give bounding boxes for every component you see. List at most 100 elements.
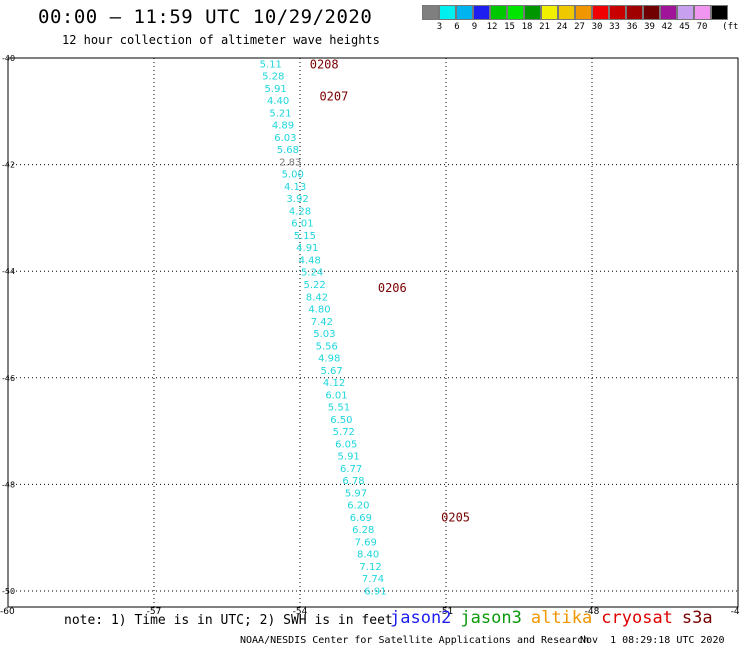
lon-tick-label: -48 [585, 607, 600, 617]
swh-value: 3.92 [286, 194, 308, 205]
swh-value: 4.13 [284, 182, 306, 193]
legend-swatch [558, 5, 575, 20]
lon-tick-label: -57 [147, 607, 162, 617]
legend-tick-label: 9 [471, 22, 478, 32]
swh-value: 6.03 [274, 133, 296, 144]
swh-value: 6.50 [330, 415, 352, 426]
swh-value: 5.00 [282, 170, 304, 181]
legend-swatch [422, 5, 439, 20]
generated-time: Nov 1 08:29:18 UTC 2020 [580, 635, 725, 646]
legend-tick-label: 3 [436, 22, 443, 32]
legend-tick-label: 30 [591, 22, 603, 32]
swh-value: 5.21 [269, 108, 291, 119]
mission-altika: altika [530, 608, 593, 628]
swh-value: 5.56 [316, 341, 338, 352]
swh-value: 6.20 [347, 501, 369, 512]
swh-value: 5.22 [303, 280, 325, 291]
swh-value: 4.91 [296, 243, 318, 254]
legend-swatch [473, 5, 490, 20]
legend-swatch [609, 5, 626, 20]
legend-swatch [694, 5, 711, 20]
credit-text: NOAA/NESDIS Center for Satellite Applica… [240, 635, 590, 646]
lat-tick-label: -40 [2, 54, 15, 63]
swh-value: 5.51 [328, 403, 350, 414]
swh-value: 5.97 [345, 488, 367, 499]
swh-value: 4.12 [323, 378, 345, 389]
footer-note: note: 1) Time is in UTC; 2) SWH is in fe… [64, 613, 393, 628]
swh-value: 2.83 [279, 157, 301, 168]
swh-value: 4.28 [289, 206, 311, 217]
swh-value: 8.42 [306, 292, 328, 303]
legend-tick-label: 70 [696, 22, 708, 32]
legend-swatch [660, 5, 677, 20]
swh-value: 5.03 [313, 329, 335, 340]
lat-tick-label: -46 [2, 374, 15, 383]
swh-value: 4.40 [267, 96, 289, 107]
swh-value: 5.68 [277, 145, 299, 156]
legend-swatch [507, 5, 524, 20]
map-title: 00:00 – 11:59 UTC 10/29/2020 [38, 6, 373, 28]
legend-tick-label: 15 [504, 22, 515, 32]
legend-swatch [456, 5, 473, 20]
swh-value: 5.72 [333, 427, 355, 438]
legend-tick-label: 24 [556, 22, 568, 32]
map-subtitle: 12 hour collection of altimeter wave hei… [62, 33, 380, 47]
legend-tick-label: 6 [454, 22, 460, 32]
time-label: 0208 [310, 57, 339, 71]
swh-value: 6.01 [325, 390, 347, 401]
legend-unit: (ft) [722, 22, 740, 32]
legend-tick-label: 42 [661, 22, 673, 32]
lon-tick-label: -45 [731, 607, 740, 617]
lat-tick-label: -44 [2, 267, 15, 276]
legend-swatch [524, 5, 541, 20]
lat-tick-label: -48 [2, 480, 15, 489]
swh-value: 5.24 [301, 268, 323, 279]
legend-swatch [439, 5, 456, 20]
swh-value: 7.12 [359, 562, 381, 573]
legend-swatch [643, 5, 660, 20]
legend-swatch [592, 5, 609, 20]
color-scale-legend [422, 5, 728, 20]
mission-legend: jason2 jason3 altika cryosat s3a [390, 608, 713, 628]
swh-value: 4.98 [318, 354, 340, 365]
swh-value: 5.11 [260, 59, 282, 70]
legend-tick-label: 21 [539, 22, 550, 32]
swh-value: 7.42 [311, 317, 333, 328]
legend-swatch [626, 5, 643, 20]
legend-tick-label: 12 [486, 22, 498, 32]
legend-tick-label: 18 [521, 22, 533, 32]
lat-tick-label: -42 [2, 161, 15, 170]
legend-tick-label: 27 [574, 22, 585, 32]
time-label: 0207 [319, 89, 348, 103]
mission-jason3: jason3 [460, 608, 522, 628]
lon-tick-label: -51 [439, 607, 454, 617]
legend-swatch [541, 5, 558, 20]
mission-cryosat: cryosat [601, 608, 673, 628]
swh-value: 7.69 [355, 537, 377, 548]
swh-value: 6.91 [364, 586, 386, 597]
mission-s3a: s3a [681, 608, 713, 628]
legend-swatch [677, 5, 694, 20]
lat-tick-label: -50 [2, 587, 15, 596]
swh-value: 6.78 [342, 476, 364, 487]
legend-tick-label: 39 [644, 22, 655, 32]
swh-value: 5.28 [262, 72, 284, 83]
swh-value: 6.77 [340, 464, 362, 475]
swh-value: 7.74 [362, 574, 384, 585]
time-label: 0205 [441, 510, 470, 524]
mission-jason2: jason2 [390, 608, 452, 628]
swh-value: 4.48 [299, 255, 321, 266]
legend-swatch [490, 5, 507, 20]
legend-tick-label: 36 [626, 22, 638, 32]
swh-value: 6.01 [291, 219, 313, 230]
swh-value: 5.15 [294, 231, 316, 242]
swh-value: 5.91 [338, 452, 360, 463]
legend-tick-label: 33 [609, 22, 620, 32]
swh-value: 8.40 [357, 550, 379, 561]
swh-value: 5.67 [321, 366, 343, 377]
swh-value: 6.69 [350, 513, 372, 524]
legend-swatch [711, 5, 728, 20]
time-label: 0206 [378, 281, 407, 295]
swh-value: 4.80 [308, 305, 330, 316]
